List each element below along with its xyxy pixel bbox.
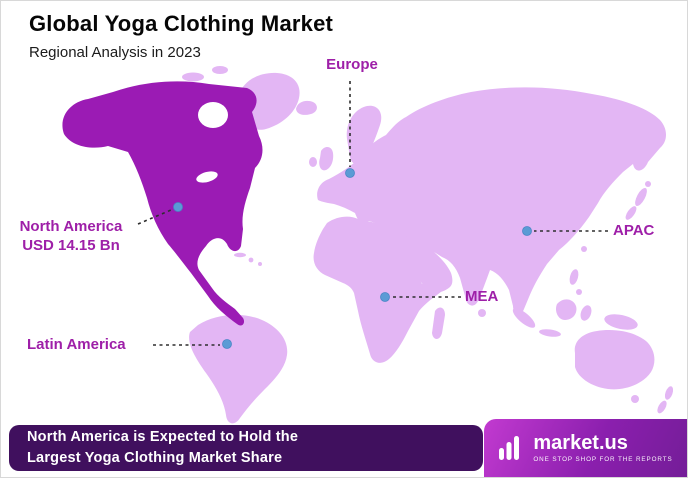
region-north-america [62,81,263,326]
island-uk [319,147,334,171]
island-sri-lanka [478,309,486,317]
islands-japan [625,181,651,220]
hudson-bay [198,102,228,128]
banner-line-1: North America is Expected to Hold the [27,428,299,445]
landmass-south-america [189,314,288,424]
islands-southeast-asia [512,246,638,337]
island-madagascar [432,307,445,339]
landmass-scandinavia [346,105,382,165]
islands-oceania [631,386,674,414]
marketus-logo-icon [498,435,524,461]
marker-apac [522,226,532,236]
islands-caribbean [234,252,262,266]
page-subtitle: Regional Analysis in 2023 [29,44,201,61]
label-mea: MEA [465,288,499,305]
light-landmasses [182,66,674,424]
islands-arctic [182,66,228,82]
marker-north-america [173,202,183,212]
island-iceland [296,100,317,115]
label-latin-america: Latin America [27,336,126,353]
landmass-eurasia [317,87,666,315]
marker-mea [380,292,390,302]
location-markers [173,168,532,349]
page-title: Global Yoga Clothing Market [29,11,334,36]
logo-box: market.us ONE STOP SHOP FOR THE REPORTS [484,419,687,477]
landmass-australia [574,330,655,390]
island-ireland [309,157,317,167]
banner-line-2: Largest Yoga Clothing Market Share [27,450,283,466]
label-north-america: North America USD 14.15 Bn [7,218,135,256]
label-europe: Europe [326,56,378,73]
logo-tagline: ONE STOP SHOP FOR THE REPORTS [533,456,673,463]
leader-lines [137,81,608,346]
footer-banner: North America is Expected to Hold the La… [9,425,483,471]
marker-europe [345,168,355,178]
label-apac: APAC [613,222,655,239]
label-north-america-value: USD 14.15 Bn [22,236,120,254]
label-north-america-name: North America [19,218,123,235]
landmass-africa [313,216,448,363]
great-lakes [196,171,218,183]
logo-text: market.us [533,432,628,454]
marker-latin-america [222,339,232,349]
landmass-greenland [239,72,300,130]
